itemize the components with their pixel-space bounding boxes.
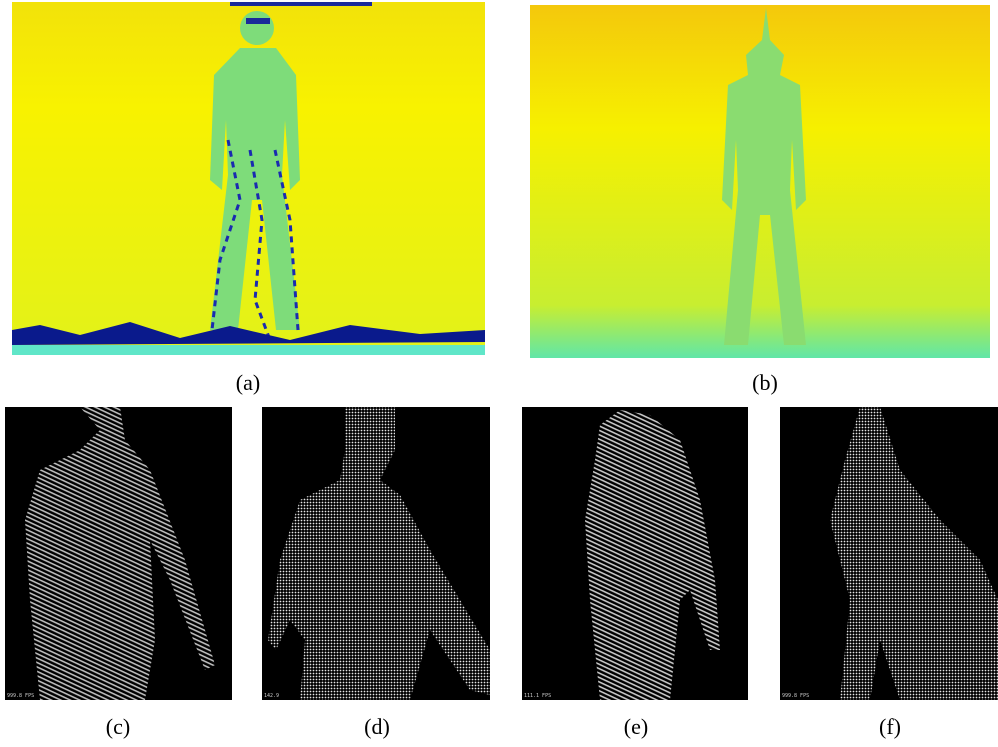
fps-label: 999.8 FPS [7,693,34,699]
caption: (d) [364,714,390,739]
caption: (e) [624,714,648,739]
caption: (b) [752,370,778,395]
fps-label: 142.9 [264,693,279,699]
panel-f: 999.8 FPS [780,407,998,700]
fps-label: 999.8 FPS [782,693,809,699]
panel-a [12,2,485,355]
caption: (a) [236,370,260,395]
caption: (f) [879,714,901,739]
panel-c: 999.8 FPS [5,407,232,700]
panel-d: 142.9 [262,407,490,700]
panel-b [530,5,990,358]
caption: (c) [106,714,130,739]
panel-e: 111.1 FPS [522,407,748,700]
fps-label: 111.1 FPS [524,693,551,699]
